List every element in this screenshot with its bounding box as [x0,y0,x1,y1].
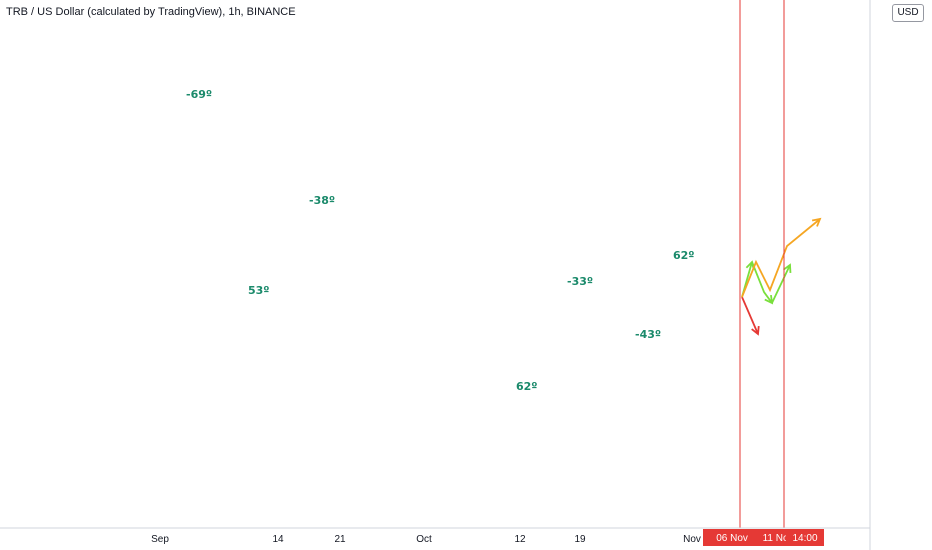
date-tag [786,529,824,546]
drawings-layer: -69º 53º -38º -33º 62º -43º 62º [186,0,822,528]
angle-label: -33º [567,275,593,288]
x-tick-label: Sep [151,534,169,545]
angle-label: -69º [186,88,212,101]
axis-layer: Sep 14 21 Oct 12 19 Nov [0,0,871,550]
x-tick-label: 14 [272,534,284,545]
forecast-arrow-green-3-head [782,263,792,274]
forecast-arrow-red [741,296,759,335]
angle-label: -38º [309,194,335,207]
forecast-arrow-green-3 [771,264,791,304]
date-tag-label: 14:00 [792,533,817,544]
chart-title: TRB / US Dollar (calculated by TradingVi… [6,6,296,18]
angle-label: -43º [635,328,661,341]
x-tick-label: Nov [683,534,701,545]
forecast-arrow-orange-head [811,217,822,227]
forecast-arrow-green-2 [751,261,773,304]
x-tick-label: 21 [334,534,346,545]
forecast-arrow-red-head [751,325,760,336]
date-tag-label: 06 Nov '20 [716,533,764,544]
angle-label: 62º [516,380,538,393]
x-tick-label: 19 [574,534,586,545]
angle-label: 53º [248,284,270,297]
forecast-arrow-orange [741,218,821,298]
angle-label: 62º [673,249,695,262]
x-tick-label: 12 [514,534,526,545]
currency-button[interactable]: USD [892,4,924,22]
x-tick-label: Oct [416,534,432,545]
